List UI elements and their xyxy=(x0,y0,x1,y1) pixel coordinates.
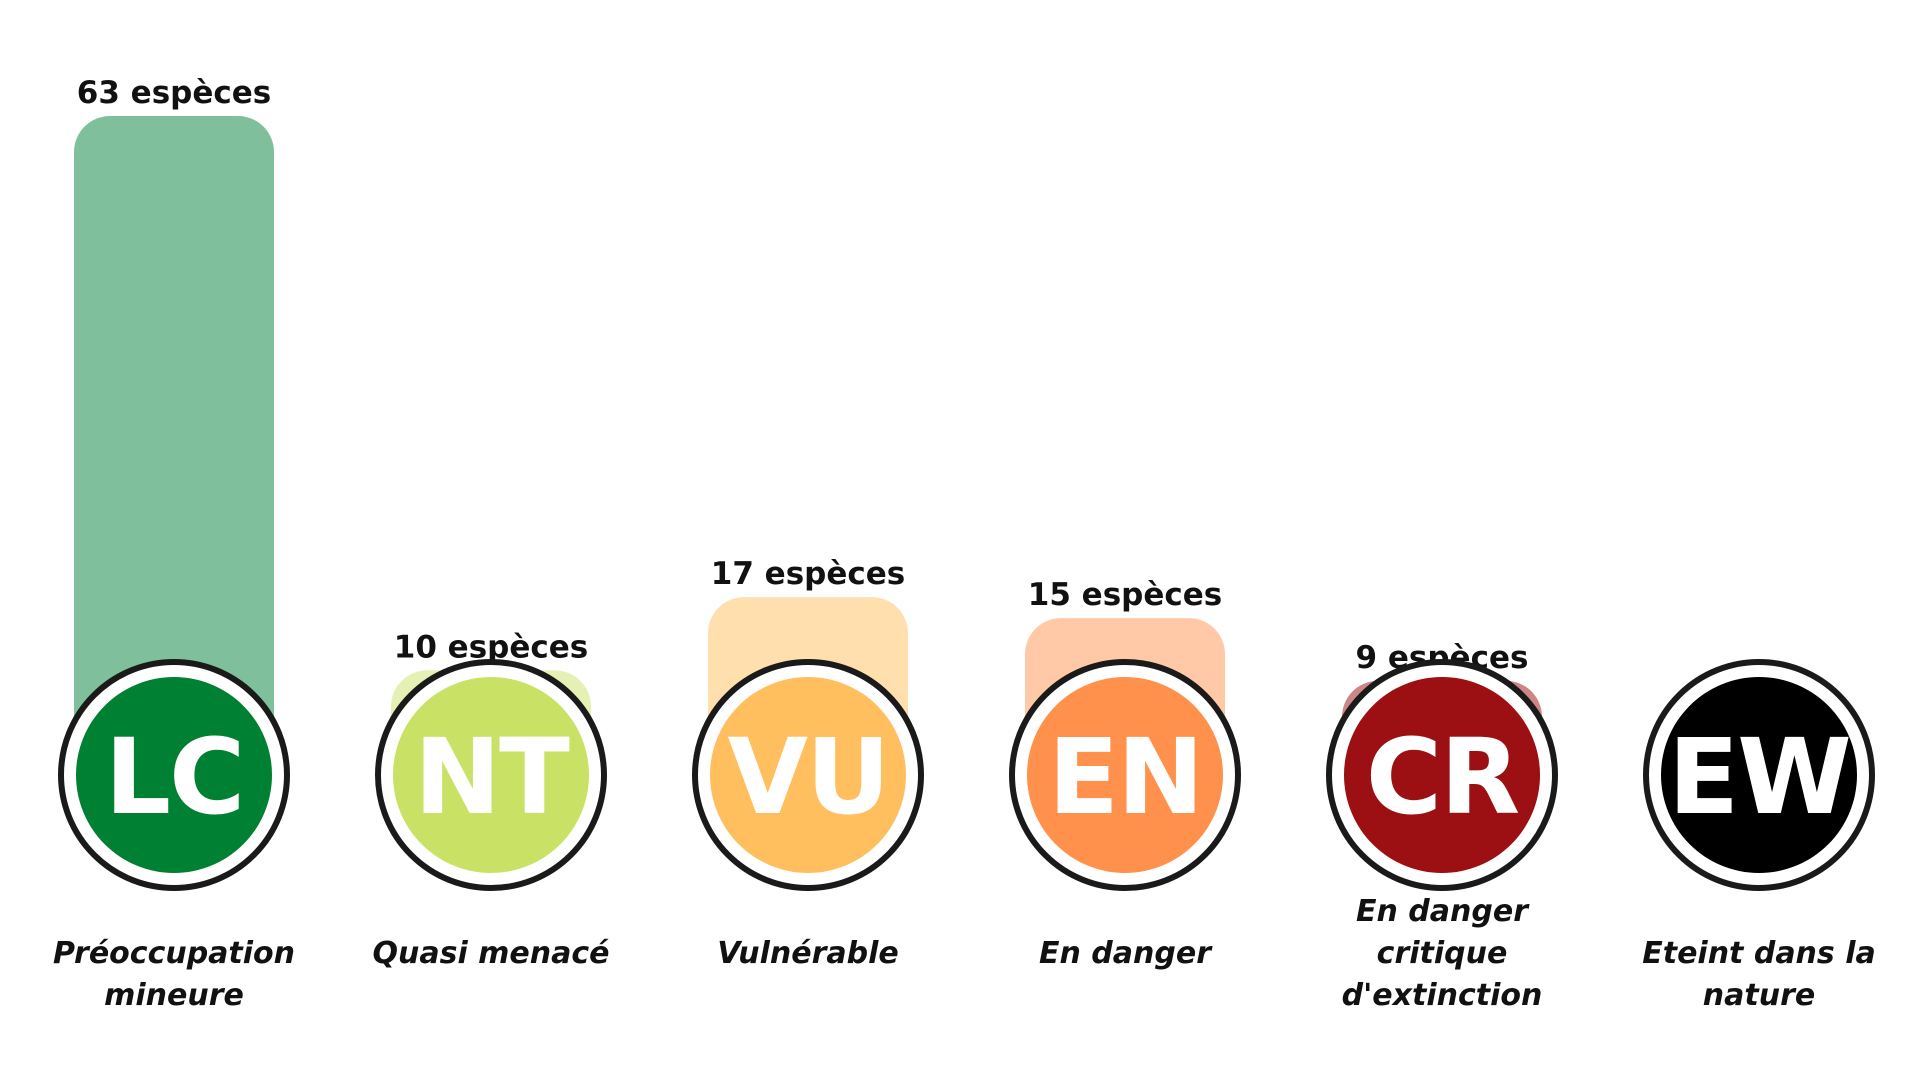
badge-cr xyxy=(1344,677,1540,873)
badge-lc xyxy=(76,677,272,873)
category-name-en-line-1: En danger xyxy=(1039,936,1213,971)
category-name-cr-line-3: d'extinction xyxy=(1342,978,1543,1013)
category-name-lc-line-1: Préoccupation xyxy=(53,936,295,971)
bar-lc xyxy=(74,116,274,815)
bars-layer xyxy=(74,116,1859,815)
category-name-nt-line-1: Quasi menacé xyxy=(372,936,609,971)
category-code-vu: VU xyxy=(728,716,889,838)
badge-vu xyxy=(710,677,906,873)
category-name-lc-line-2: mineure xyxy=(104,978,244,1013)
badges-layer: LC NT VU EN CR EW xyxy=(58,659,1875,891)
category-code-cr: CR xyxy=(1366,716,1518,838)
category-name-vu-line-1: Vulnérable xyxy=(717,936,899,971)
badge-nt xyxy=(393,677,589,873)
category-name-ew-line-2: nature xyxy=(1703,978,1815,1013)
category-name-cr-line-2: critique xyxy=(1377,936,1508,971)
value-label-en: 15 espèces xyxy=(1028,577,1222,613)
value-label-lc: 63 espèces xyxy=(77,75,271,111)
category-code-en: EN xyxy=(1048,716,1202,838)
value-label-vu: 17 espèces xyxy=(711,556,905,592)
badge-ew xyxy=(1661,677,1857,873)
category-name-ew-line-1: Eteint dans la xyxy=(1642,936,1876,971)
badge-en xyxy=(1027,677,1223,873)
category-name-cr-line-1: En danger xyxy=(1356,894,1530,929)
category-code-lc: LC xyxy=(105,716,244,838)
category-code-nt: NT xyxy=(414,716,570,838)
category-names-layer: Préoccupation mineure Quasi menacé Vulnérab… xyxy=(53,894,1876,1013)
category-code-ew: EW xyxy=(1668,716,1850,838)
